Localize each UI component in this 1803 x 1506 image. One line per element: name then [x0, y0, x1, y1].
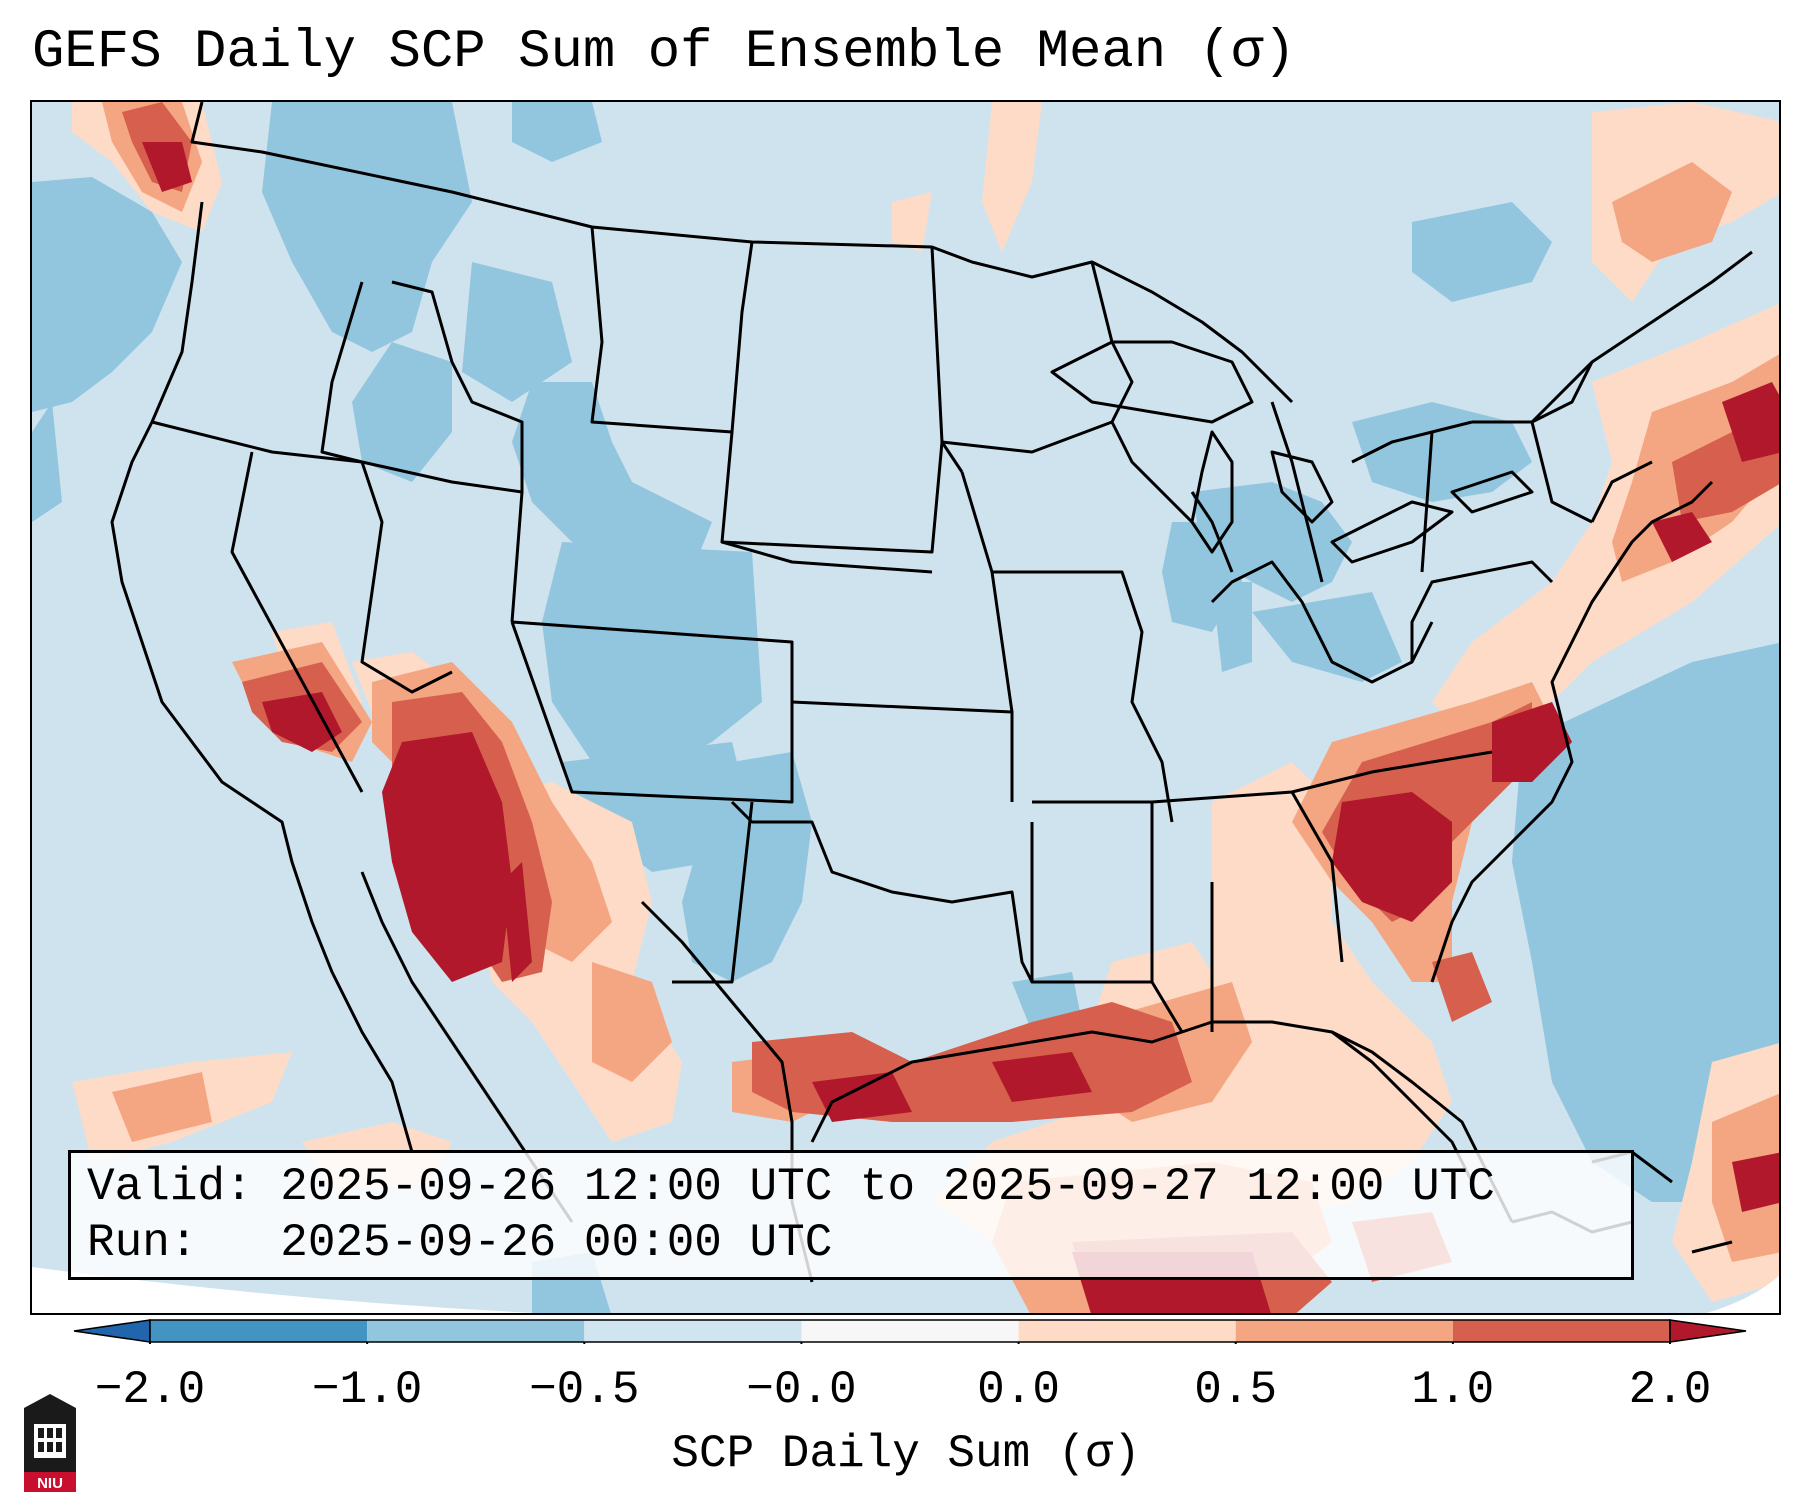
run-time-text: Run: 2025-09-26 00:00 UTC: [87, 1217, 833, 1269]
colorbar-bin: [801, 1320, 1019, 1342]
positive-extreme-anomaly: [142, 142, 1779, 1313]
state-boundaries: [110, 102, 1753, 1283]
colorbar-bin: [150, 1320, 368, 1342]
colorbar-bin: [367, 1320, 585, 1342]
colorbar-extend-low: [73, 1319, 151, 1343]
colorbar-tick-label: 2.0: [1628, 1364, 1712, 1416]
colorbar-extend-high: [1669, 1319, 1747, 1343]
colorbar: [73, 1319, 1747, 1344]
colorbar-tick-label: 0.0: [977, 1364, 1060, 1416]
map-panel: Valid: 2025-09-26 12:00 UTC to 2025-09-2…: [30, 100, 1781, 1315]
niu-logo: NIU: [24, 1394, 76, 1492]
colorbar-tick-label: −0.0: [746, 1364, 857, 1416]
map-title: GEFS Daily SCP Sum of Ensemble Mean (σ): [32, 22, 1296, 83]
colorbar-tick-label: −1.0: [311, 1364, 423, 1416]
colorbar-bin: [1452, 1320, 1670, 1342]
colorbar-tick-label: −0.5: [529, 1364, 640, 1416]
colorbar-tick-label: −2.0: [94, 1364, 206, 1416]
colorbar-label: SCP Daily Sum (σ): [671, 1428, 1141, 1480]
valid-run-info-box: Valid: 2025-09-26 12:00 UTC to 2025-09-2…: [68, 1150, 1634, 1280]
valid-time-text: Valid: 2025-09-26 12:00 UTC to 2025-09-2…: [87, 1161, 1495, 1213]
colorbar-bin: [1235, 1320, 1453, 1342]
scp-field-map: [32, 102, 1779, 1313]
colorbar-tick-label: 1.0: [1411, 1364, 1495, 1416]
colorbar-tick-label: 0.5: [1194, 1364, 1278, 1416]
colorbar-bin: [584, 1320, 802, 1342]
colorbar-bin: [1018, 1320, 1236, 1342]
logo-text: NIU: [37, 1475, 63, 1492]
